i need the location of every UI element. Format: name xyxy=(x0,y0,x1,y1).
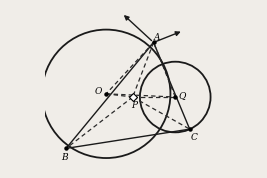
Text: C: C xyxy=(191,134,198,142)
Text: Q: Q xyxy=(178,91,185,100)
Text: A: A xyxy=(154,33,160,42)
Text: B: B xyxy=(61,153,68,162)
Text: O: O xyxy=(95,87,102,96)
Text: P: P xyxy=(131,101,137,110)
